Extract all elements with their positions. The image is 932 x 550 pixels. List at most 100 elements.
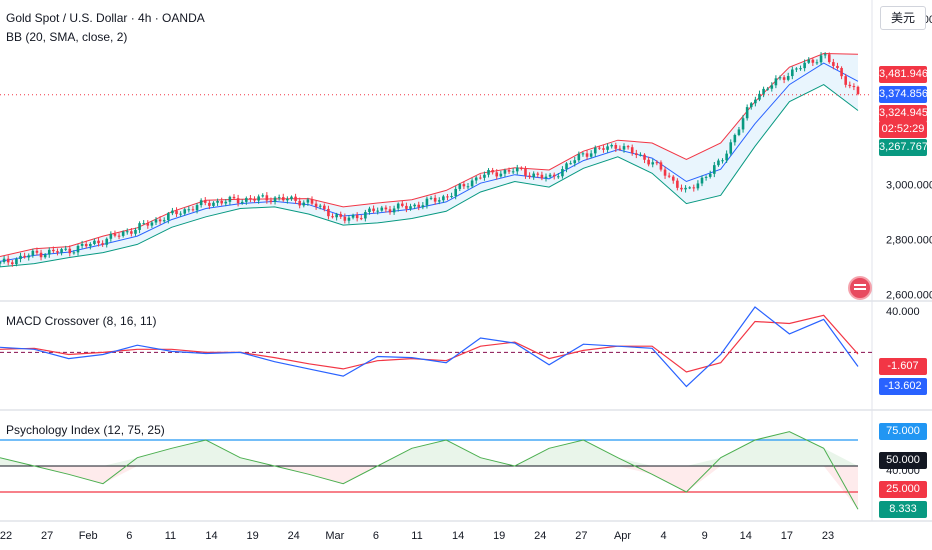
candle-body [569, 163, 572, 165]
candle-body [626, 146, 630, 148]
candle-body [286, 199, 289, 201]
candle-body [737, 129, 741, 135]
candle-body [43, 254, 47, 258]
bb-upper-badge: 3,481.946 [879, 66, 928, 83]
time-axis-label: Feb [79, 530, 98, 542]
candle-body [507, 170, 511, 172]
psy-above-fill [0, 431, 858, 466]
candle-body [2, 258, 6, 262]
candle-body [396, 203, 400, 209]
candle-body [417, 204, 421, 208]
psy-75-badge: 75.000 [879, 423, 927, 440]
candle-body [565, 163, 568, 170]
candle-body [495, 172, 499, 177]
candle-body [52, 249, 55, 252]
candle-body [232, 196, 236, 199]
bollinger-band-fill [0, 53, 858, 267]
bb-basis-badge: 3,374.856 [879, 86, 928, 103]
candle-body [544, 176, 548, 179]
candle-body [717, 160, 720, 166]
candle-body [56, 251, 59, 253]
candle-body [733, 134, 737, 143]
time-axis-label: 17 [781, 530, 793, 542]
candle-body [503, 170, 507, 174]
candle-body [585, 153, 589, 157]
candle-body [335, 214, 338, 218]
candle-body [454, 188, 457, 197]
candle-body [89, 244, 92, 247]
candle-body [15, 259, 18, 265]
candle-body [117, 235, 121, 237]
time-axis-label: 22 [0, 530, 12, 542]
us-flag-icon[interactable] [848, 276, 872, 300]
candle-body [405, 205, 408, 209]
candle-body [639, 154, 642, 156]
time-axis-label: 14 [452, 530, 464, 542]
time-axis-label: 11 [411, 530, 422, 542]
candle-body [409, 206, 412, 209]
candle-body [84, 243, 88, 247]
candle-body [442, 196, 445, 201]
candle-body [651, 162, 655, 165]
candle-body [466, 186, 470, 188]
candle-body [844, 76, 847, 85]
candle-body [754, 99, 757, 104]
candle-body [208, 202, 211, 206]
candle-body [19, 255, 22, 260]
candle-body [47, 249, 51, 255]
macd-legend[interactable]: MACD Crossover (8, 16, 11) [6, 314, 157, 328]
candle-body [368, 208, 371, 213]
candle-body [696, 183, 700, 189]
candle-body [532, 173, 535, 177]
time-axis-label: 4 [661, 530, 667, 542]
psychology-legend[interactable]: Psychology Index (12, 75, 25) [6, 423, 165, 437]
candle-body [60, 249, 63, 253]
candle-body [105, 238, 109, 245]
candle-body [515, 167, 519, 172]
candle-body [799, 68, 802, 70]
candle-body [577, 154, 581, 161]
candle-body [93, 240, 96, 245]
candle-body [536, 173, 540, 175]
candle-body [524, 168, 527, 176]
candle-body [548, 174, 552, 177]
candle-body [257, 196, 260, 201]
macd-tick-label: 40.000 [886, 306, 920, 318]
countdown-badge: 02:52:29 [879, 121, 927, 138]
candle-body [146, 223, 150, 226]
candle-body [450, 196, 453, 198]
candle-body [134, 229, 137, 234]
candle-body [212, 202, 215, 206]
candle-body [832, 62, 835, 66]
currency-button[interactable]: 美元 [880, 6, 926, 30]
candle-body [162, 220, 166, 222]
candle-body [807, 59, 811, 63]
candle-body [647, 159, 650, 165]
candle-body [483, 174, 486, 178]
candle-body [819, 55, 823, 63]
time-axis-label: 27 [575, 530, 587, 542]
candle-body [413, 204, 416, 207]
candle-body [302, 202, 306, 206]
candle-body [343, 216, 347, 221]
candle-body [39, 252, 43, 258]
bollinger-lower-line [0, 84, 859, 268]
candle-body [72, 252, 76, 254]
psy-below-fill [0, 466, 858, 510]
candle-body [261, 195, 265, 197]
macd-line [0, 306, 859, 388]
candle-body [138, 223, 141, 230]
candle-body [150, 222, 154, 226]
candle-body [729, 142, 733, 154]
candle-body [191, 209, 195, 211]
candle-body [786, 76, 790, 80]
candle-body [635, 153, 638, 155]
candle-body [622, 146, 626, 150]
candle-body [749, 103, 753, 108]
time-axis-label: 14 [205, 530, 217, 542]
candle-body [376, 210, 379, 212]
candle-body [552, 174, 556, 177]
bollinger-legend[interactable]: BB (20, SMA, close, 2) [6, 30, 128, 44]
